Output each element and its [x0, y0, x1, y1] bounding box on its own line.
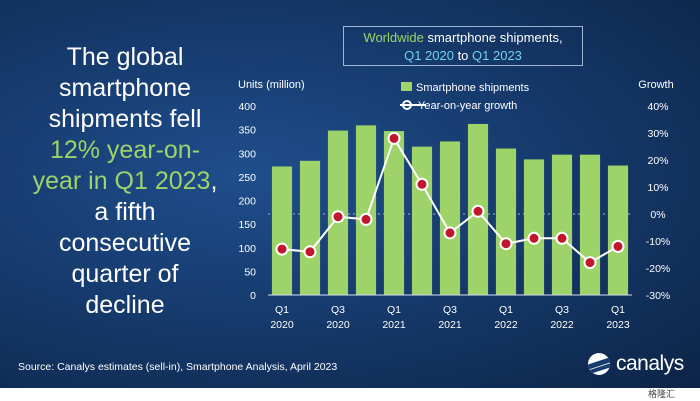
growth-point-q1-2023 — [611, 239, 625, 253]
x-tick-label: 2020 — [270, 319, 294, 331]
x-tick-label: 2023 — [606, 319, 630, 331]
subtitle-text: smartphone shipments, — [423, 30, 563, 45]
source-note: Source: Canalys estimates (sell-in), Sma… — [18, 361, 338, 373]
bar-q2-2021 — [411, 146, 433, 295]
y2-tick-label: -20% — [646, 263, 671, 275]
bar-q1-2021 — [383, 131, 405, 295]
y-tick-label: 300 — [238, 148, 256, 160]
x-tick-label: Q1 — [275, 304, 289, 316]
x-tick-label: Q1 — [611, 304, 625, 316]
y-tick-label: 350 — [238, 125, 256, 137]
bar-q3-2021 — [439, 141, 461, 295]
y2-tick-label: 20% — [647, 155, 668, 167]
growth-point-q4-2021 — [471, 204, 485, 218]
legend-bar-label: Smartphone shipments — [416, 82, 530, 94]
growth-point-q1-2022 — [499, 237, 513, 251]
bar-q4-2020 — [355, 125, 377, 295]
combo-chart: 0 50 100 150 200 250 300 350 400 -30% -20% -10% 0% 10… — [238, 79, 673, 331]
bar-q1-2023 — [607, 165, 629, 295]
y2-tick-label: 10% — [647, 182, 668, 194]
y-tick-label: 400 — [238, 101, 256, 113]
canalys-logo-icon — [588, 353, 610, 375]
headline-line: shipments fell — [48, 105, 202, 133]
growth-point-q1-2020 — [275, 242, 289, 256]
watermark: 格隆汇 — [648, 389, 676, 399]
headline-line: decline — [85, 291, 165, 319]
y-tick-label: 100 — [238, 243, 256, 255]
legend-line-label: Year-on-year growth — [418, 100, 517, 112]
subtitle-to: to — [453, 48, 473, 63]
x-tick-label: 2020 — [326, 319, 350, 331]
y2-axis-title: Growth — [638, 79, 673, 91]
x-tick-label: 2021 — [438, 319, 462, 331]
headline-line: The global — [66, 43, 184, 71]
x-tick-label: Q3 — [443, 304, 457, 316]
growth-point-q2-2022 — [527, 231, 541, 245]
bar-q4-2022 — [579, 154, 601, 295]
y-tick-label: 0 — [250, 290, 256, 302]
y2-tick-label: -30% — [646, 290, 671, 302]
growth-point-q2-2020 — [303, 245, 317, 259]
headline-line: quarter of — [71, 260, 179, 288]
headline-line: smartphone — [58, 74, 192, 102]
y2-tick-label: 30% — [647, 128, 668, 140]
headline-highlight: year in Q1 2023 — [32, 167, 211, 195]
chart-subtitle: Worldwide smartphone shipments, Q1 2020 … — [343, 26, 583, 66]
headline-line: consecutive — [58, 229, 192, 257]
x-tick-label: Q3 — [331, 304, 345, 316]
y-tick-label: 150 — [238, 219, 256, 231]
brand-name: canalys — [616, 352, 684, 375]
growth-point-q3-2020 — [331, 210, 345, 224]
x-tick-label: 2022 — [550, 319, 574, 331]
subtitle-start: Q1 2020 — [404, 48, 454, 63]
growth-point-q2-2021 — [415, 177, 429, 191]
subtitle-worldwide: Worldwide — [363, 30, 424, 45]
x-tick-label: Q3 — [555, 304, 569, 316]
subtitle-end: Q1 2023 — [472, 48, 522, 63]
x-tick-label: 2021 — [382, 319, 406, 331]
brand-logo: canalys — [588, 352, 684, 376]
growth-point-q3-2022 — [555, 231, 569, 245]
legend-bar-swatch — [401, 82, 412, 91]
y-tick-label: 50 — [244, 266, 256, 278]
growth-point-q3-2021 — [443, 226, 457, 240]
bar-q3-2022 — [551, 154, 573, 295]
y-tick-label: 250 — [238, 172, 256, 184]
x-tick-label: Q1 — [499, 304, 513, 316]
y-tick-label: 200 — [238, 196, 256, 208]
bar-q2-2022 — [523, 159, 545, 295]
y2-tick-label: -10% — [646, 236, 671, 248]
growth-point-q1-2021 — [387, 131, 401, 145]
headline-punct: , — [210, 167, 218, 195]
growth-point-q4-2020 — [359, 212, 373, 226]
x-tick-label: 2022 — [494, 319, 518, 331]
legend-line-marker — [402, 100, 412, 110]
y-axis-title: Units (million) — [238, 79, 305, 91]
growth-point-q4-2022 — [583, 256, 597, 270]
headline: The global smartphone shipments fell 12%… — [22, 42, 228, 321]
bar-q2-2020 — [299, 160, 321, 295]
bar-q1-2022 — [495, 148, 517, 295]
chart-panel: The global smartphone shipments fell 12%… — [0, 0, 700, 388]
headline-highlight: 12% year-on- — [49, 136, 201, 164]
x-tick-label: Q1 — [387, 304, 401, 316]
y2-tick-label: 0% — [650, 209, 665, 221]
headline-line: a fifth — [94, 198, 156, 226]
y2-tick-label: 40% — [647, 101, 668, 113]
bar-q1-2020 — [271, 166, 293, 295]
headline-line: year in Q1 2023, — [22, 166, 228, 197]
